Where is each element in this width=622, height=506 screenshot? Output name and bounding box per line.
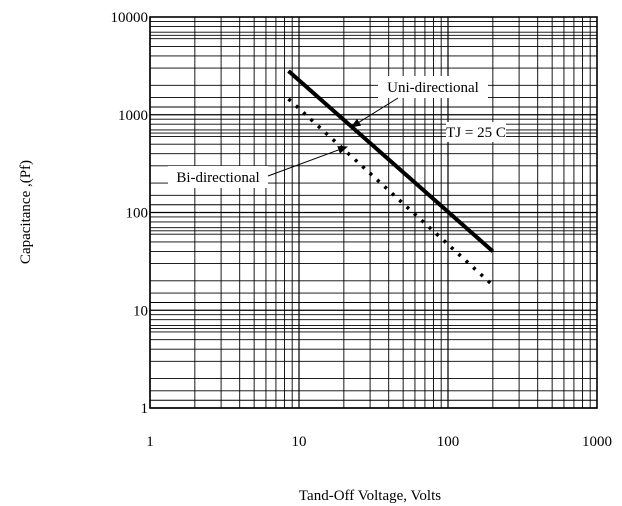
y-tick-label: 10 bbox=[133, 303, 148, 319]
series-line-bi-directional bbox=[287, 97, 495, 287]
uni-directional-label: Uni-directional bbox=[387, 80, 479, 96]
x-tick-label: 10 bbox=[292, 434, 307, 450]
y-axis-title: Capacitance ,(Pf) bbox=[18, 160, 34, 264]
bi-label-bg bbox=[168, 166, 268, 188]
bi-directional-arrow bbox=[267, 146, 348, 177]
y-tick-label: 1 bbox=[141, 401, 149, 417]
x-tick-labels: 1 10 100 1000 bbox=[146, 434, 612, 450]
x-tick-label: 1 bbox=[146, 434, 154, 450]
y-tick-label: 1000 bbox=[118, 108, 148, 124]
grid bbox=[149, 17, 597, 409]
plot-frame bbox=[149, 16, 598, 409]
x-axis-title: Tand-Off Voltage, Volts bbox=[299, 488, 441, 504]
series-line-uni-directional bbox=[287, 69, 495, 253]
bi-directional-label: Bi-directional bbox=[176, 170, 259, 186]
x-tick-label: 1000 bbox=[582, 434, 612, 450]
uni-label-bg bbox=[378, 76, 488, 98]
tj-temperature-label: TJ = 25 C bbox=[446, 125, 506, 141]
y-tick-labels: 1 10 100 1000 10000 bbox=[111, 10, 149, 417]
y-tick-label: 10000 bbox=[111, 10, 149, 26]
uni-directional-arrow bbox=[350, 97, 399, 128]
y-tick-label: 100 bbox=[126, 206, 149, 222]
series-lines bbox=[287, 69, 495, 287]
tj-label-bg bbox=[446, 122, 506, 142]
x-tick-label: 100 bbox=[437, 434, 460, 450]
